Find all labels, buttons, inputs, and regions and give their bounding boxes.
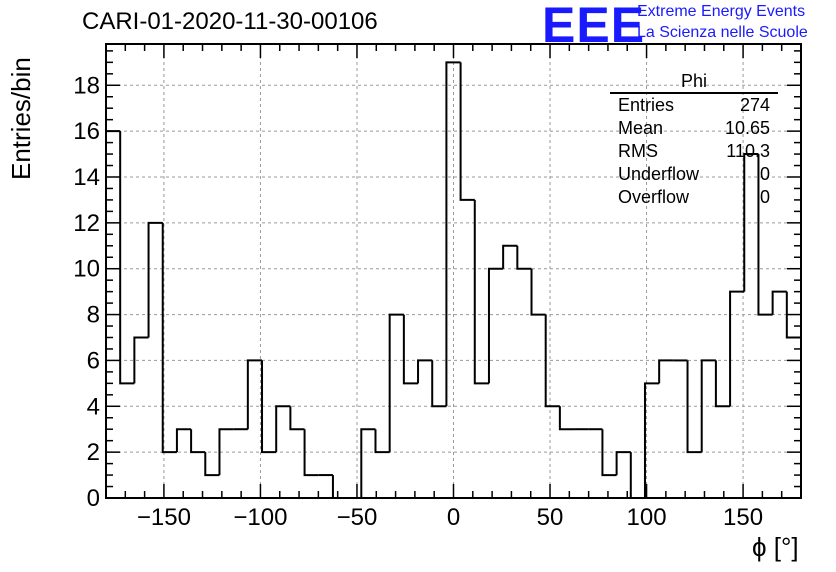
histogram-bin (530, 268, 546, 316)
logo-subtitle-2: La Scienza nelle Scuole (637, 24, 808, 41)
histogram-bin (658, 359, 674, 384)
stats-label: Mean (618, 118, 664, 138)
histogram-bin (558, 406, 575, 431)
y-tick-label: 2 (87, 439, 100, 466)
histogram-bin (175, 428, 192, 453)
y-tick-label: 8 (87, 302, 100, 329)
histogram-bin (275, 405, 291, 453)
stats-box-title: Phi (610, 70, 778, 94)
eee-logo: EEE (542, 0, 646, 53)
histogram-bin (204, 452, 220, 477)
y-tick-label: 0 (87, 485, 100, 512)
stats-value: 10.65 (724, 118, 770, 138)
x-tick-label: 50 (537, 504, 564, 531)
y-tick-label: 18 (73, 72, 100, 99)
histogram-bin (190, 429, 206, 454)
stats-value: 0 (759, 187, 770, 207)
stats-value: 274 (739, 95, 770, 115)
stats-row-rms: RMS 110.3 (610, 140, 778, 163)
histogram-bin (303, 429, 319, 477)
stats-label: Overflow (618, 187, 690, 207)
histogram-bin (417, 359, 433, 384)
histogram-bin (360, 428, 376, 498)
tick-labels: −150 −100 −50 0 50 100 150 0 2 4 6 8 10 12 14 16 18 (73, 72, 763, 531)
histogram-bin (473, 199, 489, 385)
histogram-bin (445, 61, 461, 407)
histogram-bin (757, 154, 773, 316)
grid-lines (106, 44, 801, 498)
stats-row-underflow: Underflow 0 (610, 163, 778, 186)
histogram-bin (147, 221, 163, 338)
histogram-bin (615, 451, 631, 476)
histogram-bin (119, 131, 135, 385)
histogram-bin (700, 359, 716, 453)
histogram-bin (643, 382, 660, 498)
histogram-bin (388, 313, 404, 453)
x-axis-label: ϕ [°] (752, 532, 799, 562)
stats-row-overflow: Overflow 0 (610, 186, 778, 209)
axis-ticks (106, 44, 801, 498)
x-tick-label: −150 (137, 504, 191, 531)
y-tick-label: 4 (87, 393, 100, 420)
histogram-bin (743, 153, 759, 292)
histogram-bin (246, 359, 263, 430)
histogram-bin (218, 428, 234, 476)
histogram-bin (374, 429, 390, 454)
histogram-bin (459, 62, 475, 201)
stats-value: 0 (759, 164, 770, 184)
histogram-bin (331, 475, 348, 499)
histogram-bin (289, 406, 305, 431)
y-tick-label: 16 (73, 118, 100, 145)
histogram-bin (502, 244, 518, 269)
stats-value: 110.3 (726, 141, 770, 161)
chart-title: CARI-01-2020-11-30-00106 (82, 8, 378, 35)
histogram-bin (629, 452, 645, 499)
stats-row-mean: Mean 10.65 (610, 117, 778, 140)
histogram-bin (771, 290, 787, 315)
stats-label: Underflow (618, 164, 700, 184)
x-tick-label: −100 (233, 504, 287, 531)
y-tick-label: 14 (73, 164, 100, 191)
y-tick-label: 12 (73, 210, 100, 237)
x-tick-label: 150 (723, 504, 763, 531)
y-axis-label: Entries/bin (6, 57, 36, 180)
stats-row-entries: Entries 274 (610, 94, 778, 117)
stats-label: RMS (618, 141, 658, 161)
histogram-bin (601, 429, 617, 477)
histogram-bin (161, 222, 177, 454)
y-tick-label: 10 (73, 256, 100, 283)
x-tick-label: 100 (627, 504, 667, 531)
x-tick-label: −50 (337, 504, 378, 531)
logo-subtitle-1: Extreme Energy Events (637, 3, 806, 20)
histogram-bin (516, 245, 532, 270)
histogram-bin (544, 314, 560, 408)
histogram-bin (487, 267, 504, 384)
x-tick-label: 0 (447, 504, 460, 531)
histogram-bin (714, 360, 731, 408)
histogram-bin (431, 360, 447, 408)
y-tick-label: 6 (87, 347, 100, 374)
histogram-bin (261, 360, 277, 454)
histogram-bin (133, 336, 149, 384)
histogram-bin (686, 360, 702, 454)
histogram-bin (729, 290, 745, 407)
stats-label: Entries (618, 95, 675, 115)
histogram-bin (402, 314, 419, 385)
stats-box: Phi Entries 274 Mean 10.65 RMS 110.3 Und… (610, 70, 778, 209)
